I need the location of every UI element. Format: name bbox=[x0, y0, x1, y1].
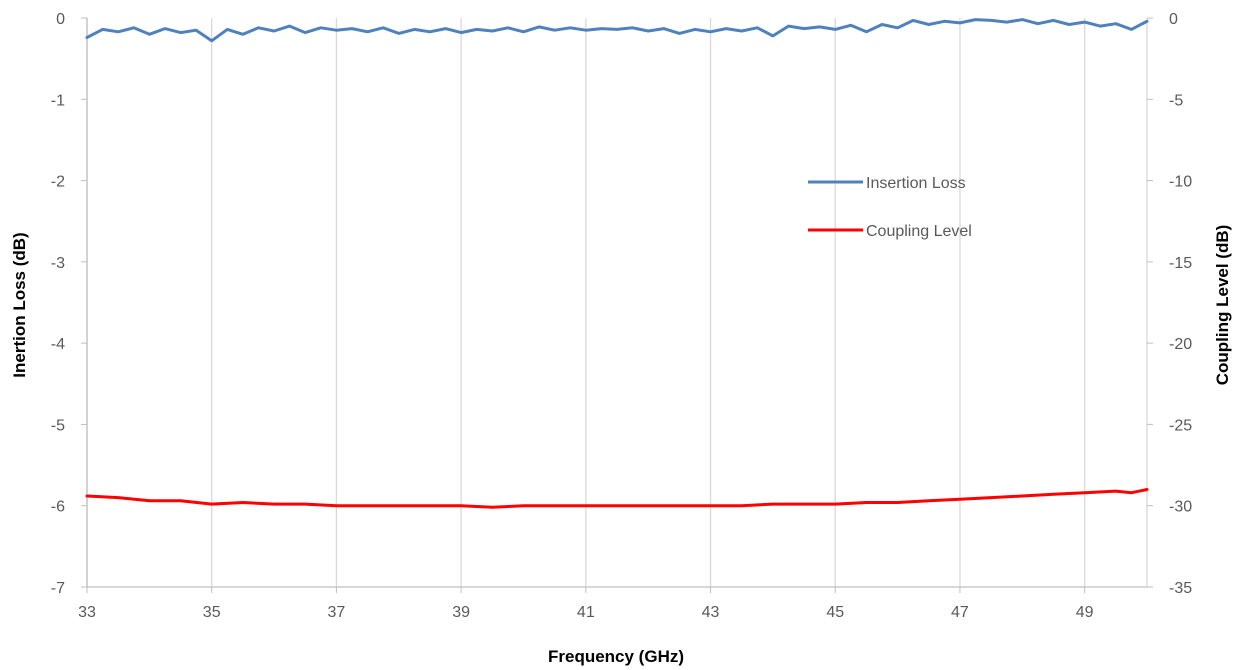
y-tick-label-right: -25 bbox=[1169, 417, 1192, 434]
x-tick-label: 37 bbox=[328, 604, 346, 621]
y-tick-label-right: -35 bbox=[1169, 580, 1192, 597]
y-tick-label-right: -20 bbox=[1169, 336, 1192, 353]
y-tick-label-left: -3 bbox=[51, 255, 65, 272]
x-tick-label: 47 bbox=[951, 604, 969, 621]
y-tick-label-left: -4 bbox=[51, 336, 65, 353]
series-layer bbox=[85, 18, 1149, 509]
series-line-coupling-level bbox=[85, 488, 1149, 509]
y-tick-label-right: -10 bbox=[1169, 174, 1192, 191]
series-line-insertion-loss bbox=[85, 18, 1149, 43]
axes-layer bbox=[81, 17, 1153, 593]
y-tick-label-left: -2 bbox=[51, 174, 65, 191]
y-tick-label-right: -5 bbox=[1169, 92, 1183, 109]
y-tick-label-left: -1 bbox=[51, 92, 65, 109]
x-tick-label: 33 bbox=[78, 604, 96, 621]
legend-label: Coupling Level bbox=[866, 223, 972, 240]
legend-label: Insertion Loss bbox=[866, 175, 966, 192]
y-axis-title-left: Inertion Loss (dB) bbox=[10, 232, 29, 377]
y-tick-label-left: 0 bbox=[56, 11, 65, 28]
x-tick-label: 45 bbox=[826, 604, 844, 621]
y-tick-label-right: 0 bbox=[1169, 11, 1178, 28]
x-tick-label: 39 bbox=[452, 604, 470, 621]
legend: Insertion Loss Coupling Level bbox=[808, 175, 972, 240]
x-tick-label: 35 bbox=[203, 604, 221, 621]
y-tick-label-right: -15 bbox=[1169, 255, 1192, 272]
x-tick-label: 43 bbox=[702, 604, 720, 621]
x-tick-label: 49 bbox=[1076, 604, 1094, 621]
y-tick-label-right: -30 bbox=[1169, 499, 1192, 516]
x-axis-title: Frequency (GHz) bbox=[548, 647, 684, 666]
y-tick-label-left: -5 bbox=[51, 417, 65, 434]
grid-layer bbox=[86, 18, 1148, 587]
labels-layer: 33 35 37 39 41 43 45 47 49 0 -1 -2 -3 -4 -5 -6 -7 0 -5 -10 -… bbox=[51, 11, 1192, 621]
y-axis-title-right: Coupling Level (dB) bbox=[1213, 225, 1232, 386]
y-tick-label-left: -6 bbox=[51, 499, 65, 516]
x-tick-label: 41 bbox=[577, 604, 595, 621]
y-tick-label-left: -7 bbox=[51, 580, 65, 597]
